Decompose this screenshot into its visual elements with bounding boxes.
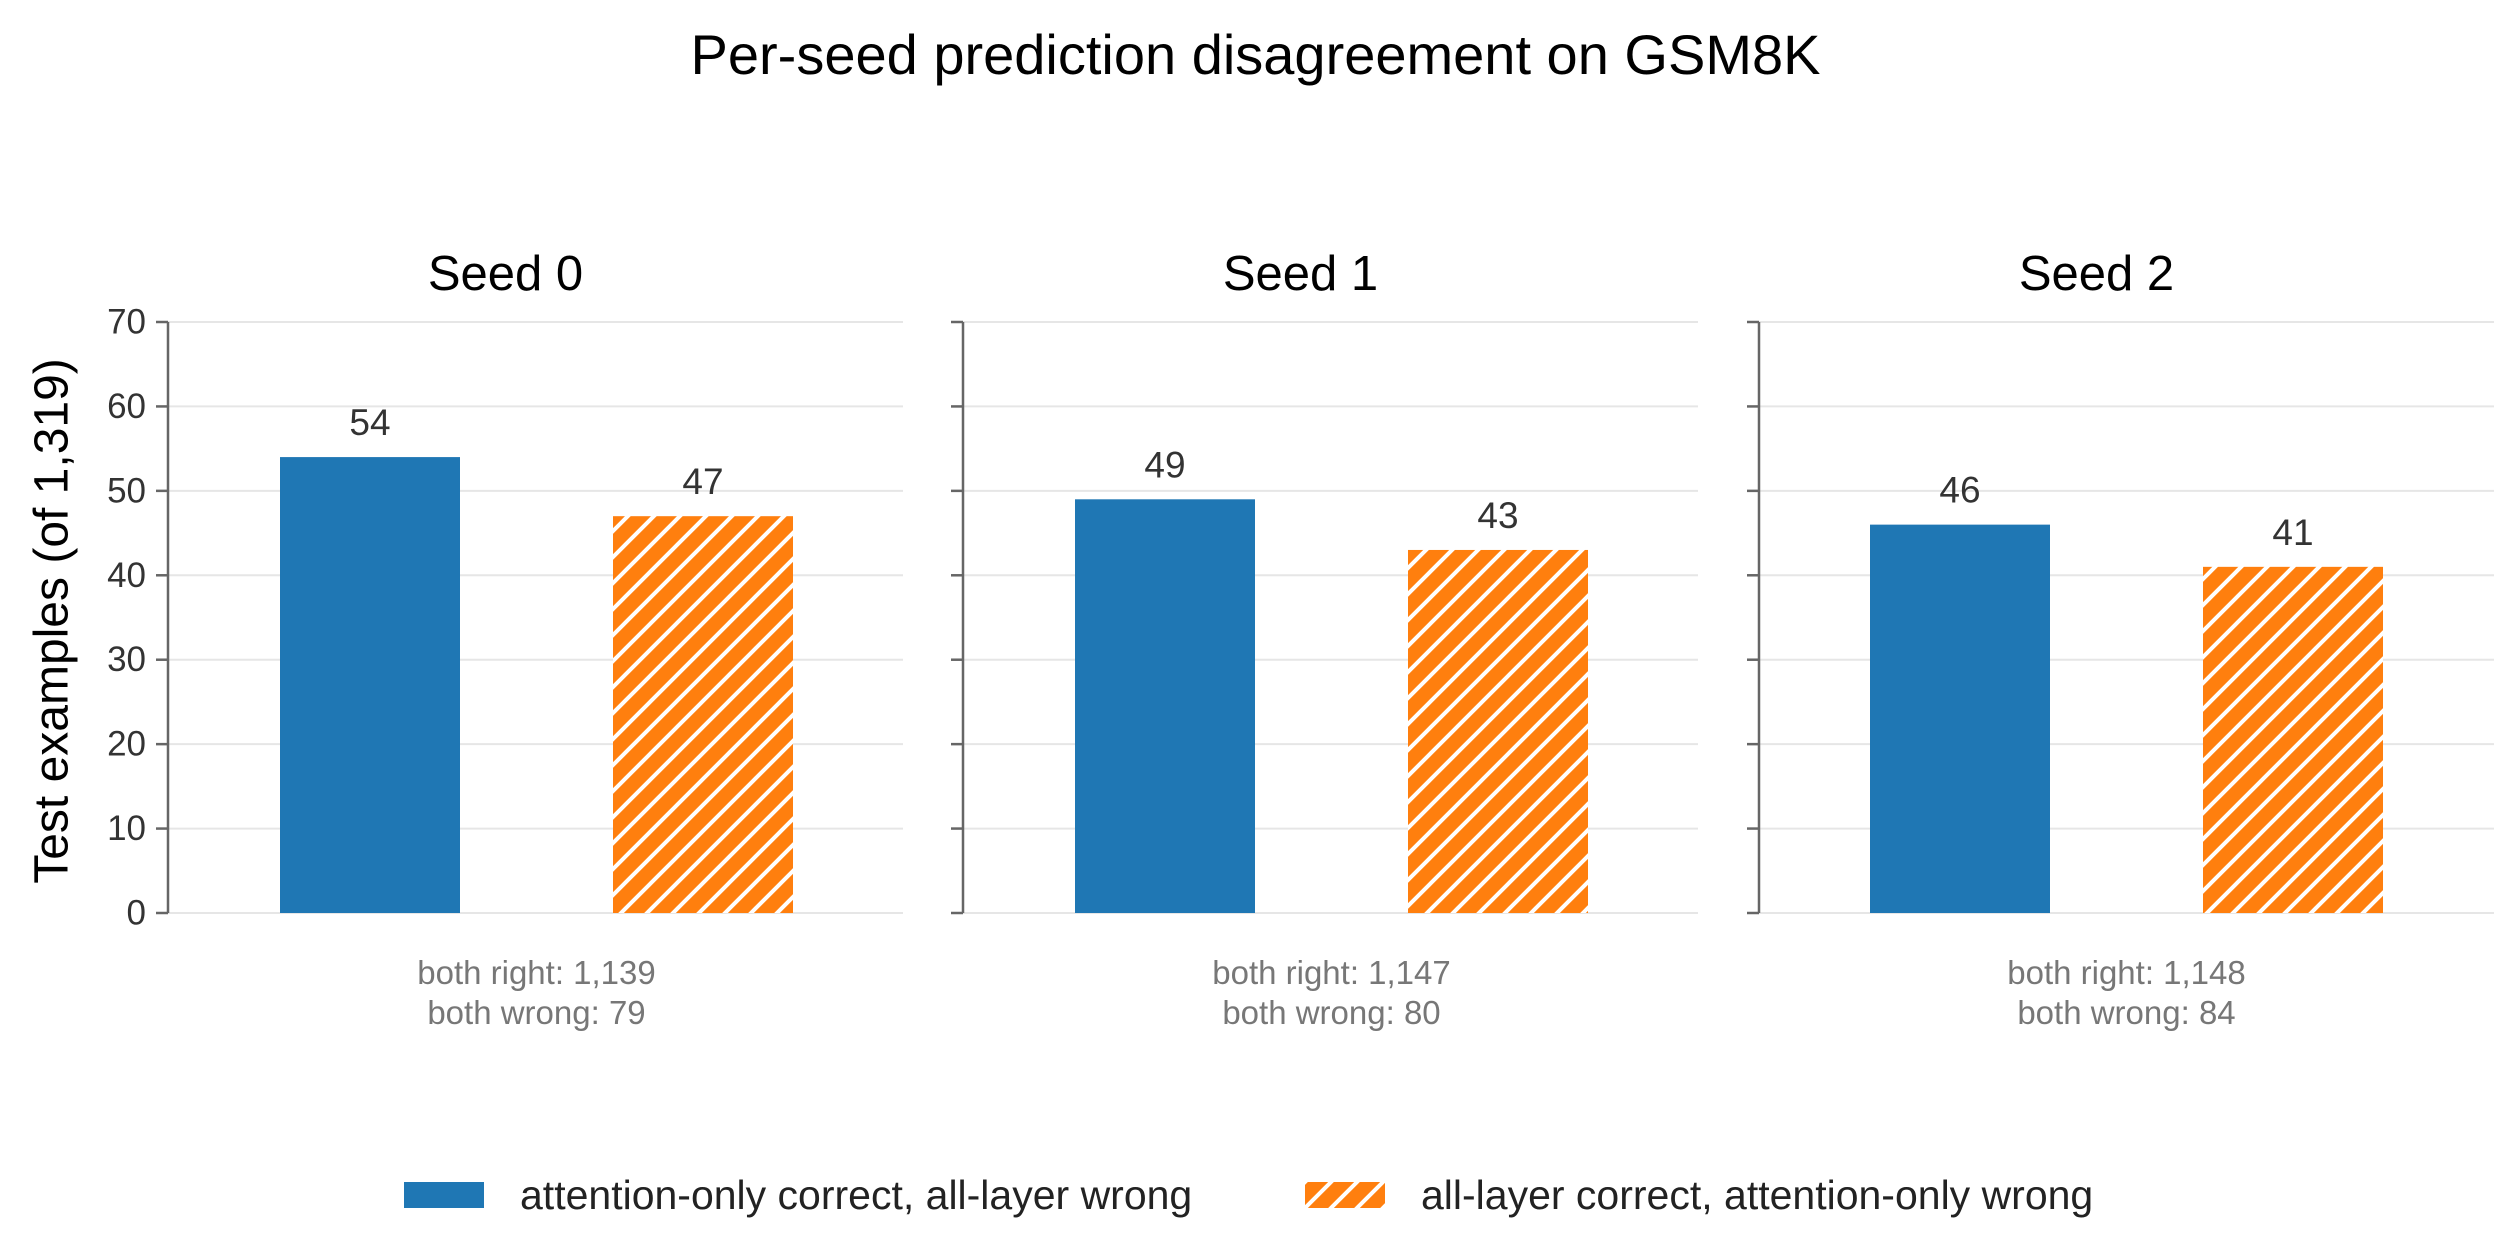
y-tick-label: 0	[127, 894, 146, 933]
bar-value-label: 47	[682, 461, 723, 502]
legend: attention-only correct, all-layer wrong …	[0, 1165, 2511, 1225]
panel-note: both wrong: 84	[2017, 994, 2235, 1031]
panel-title: Seed 2	[2019, 247, 2174, 301]
y-tick-label: 40	[107, 556, 146, 595]
bar-attention-only	[1075, 499, 1255, 913]
bar-attention-only	[280, 457, 460, 913]
bar-all-layer	[2203, 566, 2383, 913]
panel-note: both wrong: 80	[1222, 994, 1440, 1031]
y-tick-label: 70	[107, 303, 146, 342]
legend-item-attention-only: attention-only correct, all-layer wrong	[404, 1165, 1192, 1225]
legend-label: all-layer correct, attention-only wrong	[1421, 1171, 2094, 1218]
bar-value-label: 49	[1144, 444, 1185, 485]
panel-note: both wrong: 79	[427, 994, 645, 1031]
legend-label: attention-only correct, all-layer wrong	[520, 1171, 1193, 1218]
bar-value-label: 43	[1477, 495, 1518, 536]
panel-note: both right: 1,139	[417, 954, 656, 991]
bar-all-layer	[1408, 549, 1588, 913]
y-tick-label: 20	[107, 725, 146, 764]
bar-value-label: 46	[1939, 470, 1980, 511]
panel-title: Seed 1	[1223, 247, 1378, 301]
bar-attention-only	[1870, 524, 2050, 913]
y-tick-label: 50	[107, 471, 146, 510]
bar-value-label: 41	[2272, 512, 2313, 553]
legend-swatch-solid-blue	[404, 1182, 484, 1208]
legend-item-all-layer: all-layer correct, attention-only wrong	[1305, 1165, 2093, 1225]
y-tick-label: 10	[107, 809, 146, 848]
legend-swatch-hatched-orange	[1305, 1182, 1385, 1208]
y-tick-label: 60	[107, 387, 146, 426]
panel-note: both right: 1,148	[2007, 954, 2246, 991]
y-tick-label: 30	[107, 640, 146, 679]
bar-value-label: 54	[349, 402, 390, 443]
panel-note: both right: 1,147	[1212, 954, 1451, 991]
figure-title: Per-seed prediction disagreement on GSM8…	[690, 23, 1821, 86]
bar-all-layer	[613, 516, 793, 913]
panel-title: Seed 0	[428, 247, 583, 301]
